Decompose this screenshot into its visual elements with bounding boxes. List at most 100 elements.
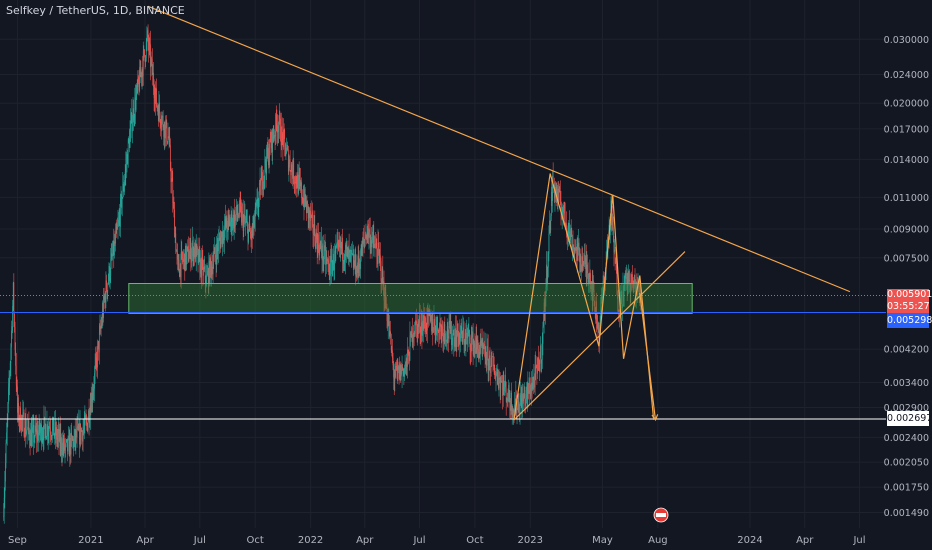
candle	[91, 386, 92, 413]
candle-body	[12, 305, 13, 331]
candle	[89, 407, 91, 428]
event-flag-icon[interactable]	[653, 507, 669, 523]
candle	[393, 361, 394, 390]
candle-body	[307, 204, 309, 219]
candle-body	[401, 367, 403, 375]
candle-body	[76, 430, 77, 438]
candle	[145, 55, 147, 68]
candle-body	[585, 258, 587, 265]
candle-body	[208, 261, 210, 288]
candle	[351, 253, 353, 257]
candle	[183, 249, 184, 270]
candle	[533, 363, 535, 390]
candle-body	[598, 322, 600, 341]
candle-body	[630, 284, 632, 294]
candle-body	[537, 358, 539, 360]
candle-body	[499, 378, 501, 391]
candle-body	[76, 427, 78, 438]
candle	[513, 407, 514, 425]
candle	[339, 235, 341, 258]
candle-body	[283, 129, 285, 133]
candle	[492, 351, 494, 372]
candle	[493, 356, 495, 376]
candle-body	[186, 252, 187, 265]
candle	[326, 250, 328, 265]
candle	[545, 278, 547, 307]
candle	[481, 337, 482, 348]
candle	[495, 370, 496, 381]
candle	[221, 231, 222, 244]
candle	[162, 111, 163, 124]
candle-body	[446, 326, 448, 340]
candle-body	[566, 227, 568, 233]
price-tick-label: 0.002050	[884, 458, 929, 469]
candle	[14, 321, 16, 356]
candle-body	[420, 322, 422, 335]
candle	[408, 349, 410, 365]
candle-body	[541, 359, 543, 364]
candle	[563, 201, 565, 220]
candle	[269, 138, 271, 168]
candle	[407, 346, 409, 356]
candle	[549, 220, 551, 234]
candle	[498, 369, 499, 391]
candle-body	[522, 393, 523, 412]
candle	[212, 251, 214, 284]
candle	[64, 444, 66, 464]
candle-body	[375, 243, 377, 249]
candle	[168, 127, 169, 140]
candle	[520, 384, 522, 409]
candle	[138, 75, 139, 85]
candle-body	[581, 265, 582, 272]
candle	[37, 421, 39, 443]
candle-body	[380, 260, 382, 282]
candle-body	[472, 331, 474, 355]
candle	[338, 231, 340, 252]
candle-body	[259, 179, 261, 183]
candle-body	[432, 322, 434, 333]
candle-body	[433, 329, 434, 333]
candle-body	[96, 358, 98, 368]
candle	[85, 412, 86, 420]
candle-body	[272, 129, 274, 153]
candle	[210, 254, 212, 278]
candle	[39, 418, 41, 443]
candle-body	[458, 333, 460, 347]
candle	[112, 240, 114, 256]
candle	[217, 237, 219, 265]
candle-body	[70, 432, 72, 455]
candle-body	[281, 125, 283, 134]
candle	[259, 179, 260, 208]
candle	[42, 425, 44, 452]
candle-body	[528, 390, 530, 394]
candle	[461, 318, 463, 342]
candle	[47, 421, 48, 446]
candle-body	[45, 425, 47, 440]
candle-body	[101, 311, 103, 325]
candle	[346, 246, 348, 258]
candle-body	[559, 190, 561, 192]
candle-body	[191, 256, 192, 263]
candle-body	[255, 207, 257, 209]
candle	[12, 281, 14, 312]
candle-body	[475, 348, 476, 354]
price-axis[interactable]: 0.0300000.0240000.0200000.0170000.014000…	[884, 0, 932, 550]
candle	[409, 321, 411, 362]
candle-body	[437, 317, 438, 332]
candle-body	[531, 382, 532, 394]
candle-body	[73, 437, 75, 448]
candle-body	[341, 237, 343, 249]
time-axis[interactable]: Sep 2021 Apr Jul Oct 2022 Apr Jul Oct 2023 May Aug 2…	[0, 528, 886, 550]
candle-body	[77, 425, 79, 430]
candle	[237, 201, 239, 222]
candle	[561, 201, 562, 220]
price-tick-label: 0.001490	[884, 508, 929, 519]
candle	[151, 48, 153, 86]
candle-body	[228, 216, 230, 220]
candle	[538, 359, 540, 382]
candle	[56, 428, 58, 450]
candle-body	[190, 241, 192, 263]
candle	[298, 164, 299, 196]
candle-body	[488, 355, 490, 359]
